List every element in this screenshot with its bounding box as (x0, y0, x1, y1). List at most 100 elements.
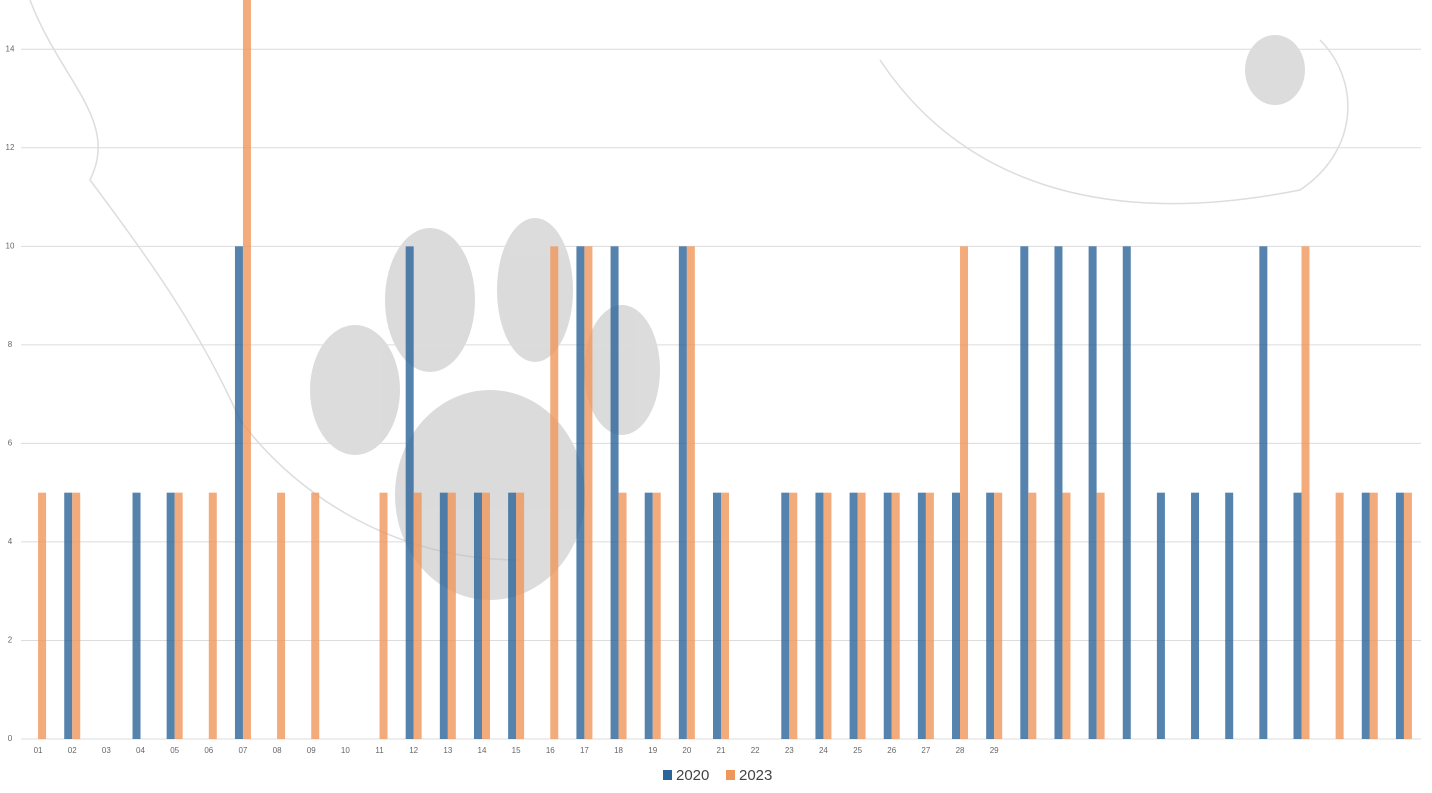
bar (891, 492, 900, 739)
bar (618, 492, 627, 739)
y-tick-label: 14 (6, 44, 15, 53)
bar (72, 492, 81, 739)
bar (994, 492, 1003, 739)
x-tick-label: 29 (990, 746, 999, 755)
bar (473, 492, 482, 739)
bar (379, 492, 388, 739)
bar (481, 492, 490, 739)
bar (1062, 492, 1071, 739)
bar (447, 492, 456, 739)
bar (1403, 492, 1412, 739)
bar (405, 246, 414, 740)
legend-label: 2020 (676, 767, 709, 784)
bar (234, 246, 243, 740)
bar (849, 492, 858, 739)
bar (721, 492, 729, 739)
bar (1122, 246, 1131, 740)
x-tick-label: 26 (887, 746, 896, 755)
x-tick-label: 12 (409, 746, 418, 755)
bar (1369, 492, 1378, 739)
bar (789, 492, 798, 739)
y-tick-label: 10 (6, 241, 15, 250)
x-tick-label: 19 (648, 746, 657, 755)
bar (208, 492, 217, 739)
bar (550, 246, 559, 740)
x-tick-label: 10 (341, 746, 350, 755)
bar (166, 492, 175, 739)
bar (1259, 246, 1268, 740)
bar (1191, 492, 1200, 739)
bar (277, 492, 286, 739)
bar (713, 492, 721, 739)
x-tick-label: 07 (238, 746, 247, 755)
x-tick-label: 27 (921, 746, 930, 755)
bar (132, 492, 141, 739)
x-tick-label: 11 (375, 746, 384, 755)
background-sketch (310, 35, 1305, 600)
bar (516, 492, 525, 739)
x-tick-label: 23 (785, 746, 794, 755)
bar (917, 492, 926, 739)
y-tick-label: 4 (8, 537, 13, 546)
bar (1225, 492, 1234, 739)
y-tick-label: 12 (6, 143, 15, 152)
bar (652, 492, 661, 739)
x-tick-label: 04 (136, 746, 145, 755)
x-tick-label: 15 (512, 746, 521, 755)
bar (439, 492, 448, 739)
bar (1088, 246, 1097, 740)
x-tick-label: 06 (204, 746, 213, 755)
x-tick-label: 17 (580, 746, 589, 755)
bar (1028, 492, 1037, 739)
bar (576, 246, 585, 740)
bar (952, 492, 961, 739)
bar (815, 492, 824, 739)
x-tick-label: 20 (682, 746, 691, 755)
bar (1395, 492, 1404, 739)
y-tick-label: 2 (8, 636, 13, 645)
bar (1096, 492, 1105, 739)
bar (1301, 246, 1310, 740)
bar (1020, 246, 1029, 740)
bar (584, 246, 593, 740)
bar (1293, 492, 1302, 739)
x-tick-label: 21 (717, 746, 726, 755)
x-tick-label: 05 (170, 746, 179, 755)
bar (64, 492, 73, 739)
bar (1335, 492, 1344, 739)
x-tick-label: 28 (956, 746, 965, 755)
x-tick-label: 24 (819, 746, 828, 755)
bar (823, 492, 832, 739)
bar (1156, 492, 1165, 739)
bar (986, 492, 995, 739)
bar (242, 0, 251, 739)
x-tick-label: 08 (273, 746, 282, 755)
bar (311, 492, 320, 739)
legend-swatch (663, 770, 672, 780)
bar (678, 246, 687, 740)
bar (960, 246, 969, 740)
bar (38, 492, 47, 739)
bar (508, 492, 517, 739)
bar (857, 492, 866, 739)
bar (1054, 246, 1063, 740)
bar (925, 492, 934, 739)
bar (644, 492, 653, 739)
x-tick-label: 03 (102, 746, 111, 755)
bar (610, 246, 619, 740)
x-tick-label: 02 (68, 746, 77, 755)
legend-label: 2023 (739, 767, 772, 784)
x-tick-label: 01 (34, 746, 43, 755)
bar (413, 492, 422, 739)
x-tick-label: 25 (853, 746, 862, 755)
x-tick-label: 22 (751, 746, 760, 755)
x-tick-label: 13 (443, 746, 452, 755)
bar (686, 246, 695, 740)
x-tick-label: 14 (478, 746, 487, 755)
bar (1361, 492, 1370, 739)
bar (174, 492, 183, 739)
background-lines (29, 0, 1349, 561)
y-tick-label: 6 (8, 439, 13, 448)
